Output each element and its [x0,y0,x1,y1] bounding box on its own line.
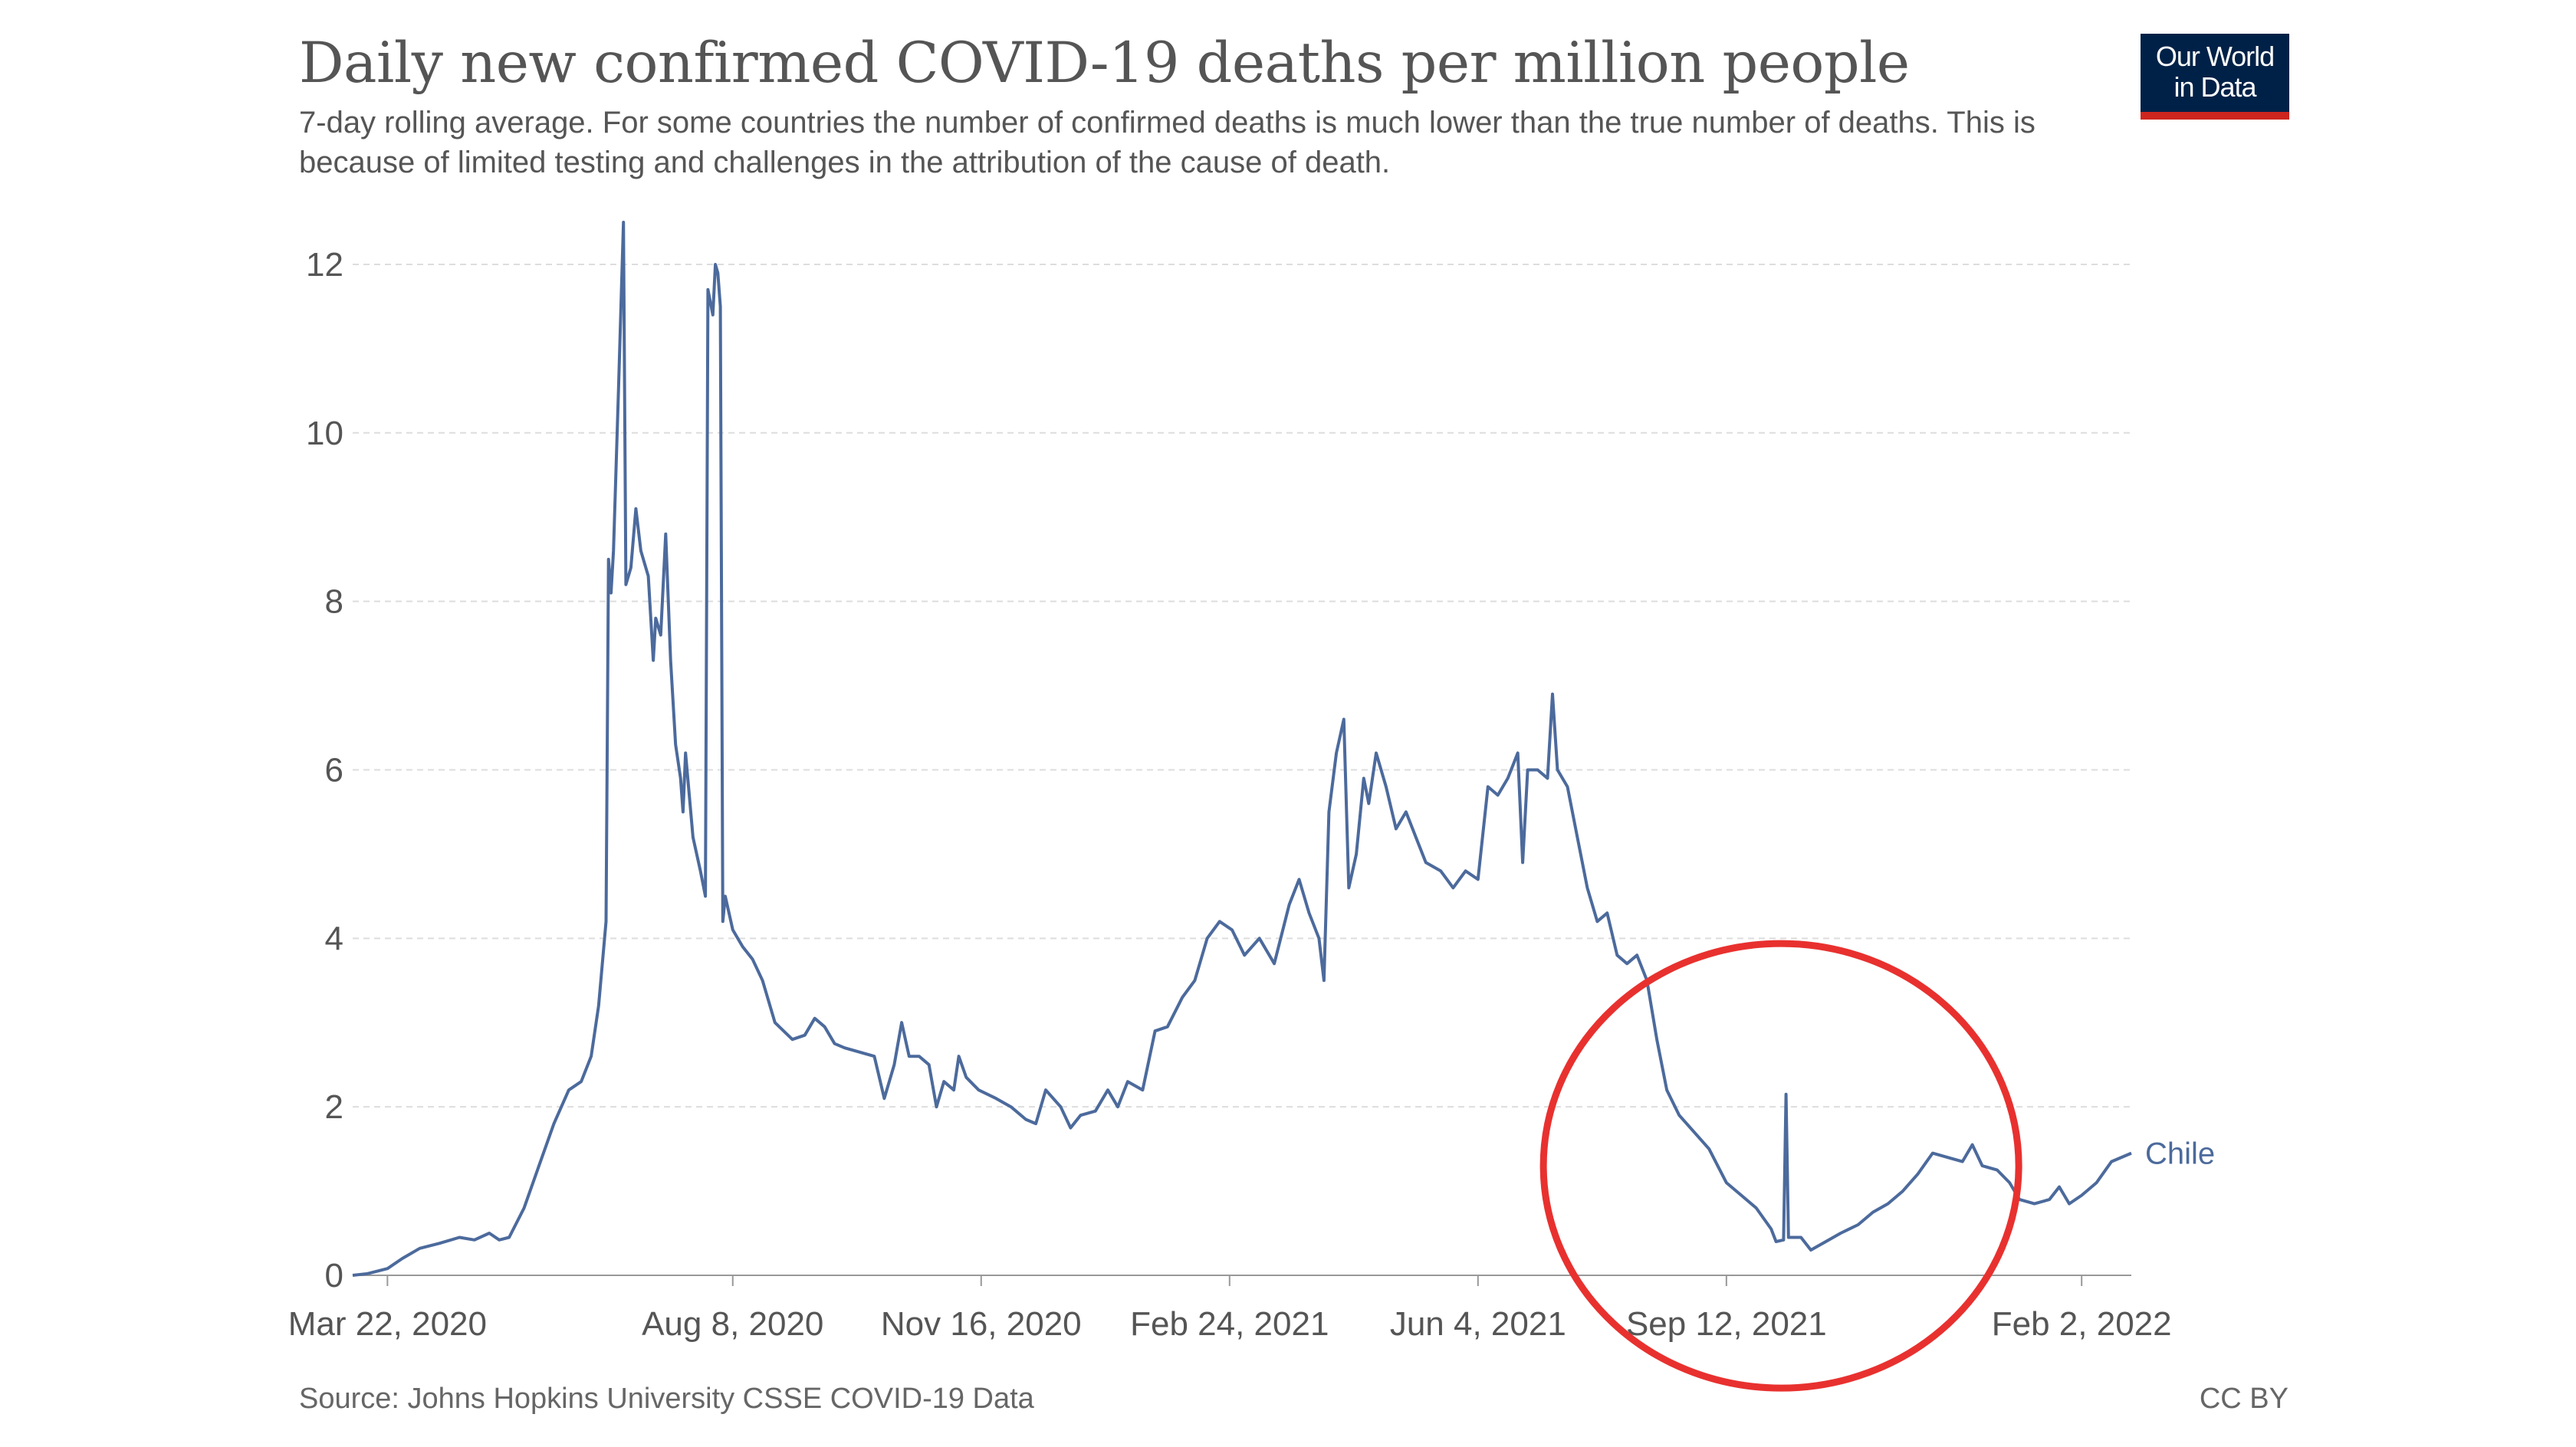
y-tick-label: 0 [325,1257,343,1294]
x-tick-label: Mar 22, 2020 [288,1305,487,1343]
y-tick-label: 12 [306,246,343,284]
y-axis-ticks: 0 2 4 6 8 10 12 [306,246,343,1294]
series-group: Chile [352,221,2215,1277]
y-tick-label: 8 [325,583,343,621]
y-tick-label: 4 [325,920,343,957]
license-label[interactable]: CC BY [2199,1383,2288,1415]
x-tick-label: Nov 16, 2020 [881,1305,1082,1343]
y-tick-label: 2 [325,1088,343,1126]
x-tick-label: Jun 4, 2021 [1390,1305,1566,1343]
x-tick-label: Aug 8, 2020 [642,1305,823,1343]
chart-title: Daily new confirmed COVID-19 deaths per … [299,31,1910,96]
source-note[interactable]: Source: Johns Hopkins University CSSE CO… [299,1383,1034,1415]
logo-line-1: Our World [2155,41,2275,72]
annotation-group [1539,940,2022,1392]
logo-line-2: in Data [2174,71,2256,103]
y-tick-label: 10 [306,415,343,452]
gridlines [353,263,2131,1108]
annotation-circle [1539,940,2022,1392]
x-tick-label: Sep 12, 2021 [1626,1305,1827,1343]
series-label: Chile [2145,1137,2215,1171]
x-tick-label: Feb 2, 2022 [1992,1305,2172,1343]
chart-subtitle: 7-day rolling average. For some countrie… [299,106,2036,179]
logo-accent-bar [2141,112,2289,120]
y-tick-label: 6 [325,751,343,789]
series-line-chile[interactable] [352,221,2132,1277]
x-axis: Mar 22, 2020 Aug 8, 2020 Nov 16, 2020 Feb 2… [288,1275,2172,1343]
x-tick-label: Feb 24, 2021 [1130,1305,1329,1343]
owid-logo[interactable]: Our World in Data [2141,34,2289,120]
